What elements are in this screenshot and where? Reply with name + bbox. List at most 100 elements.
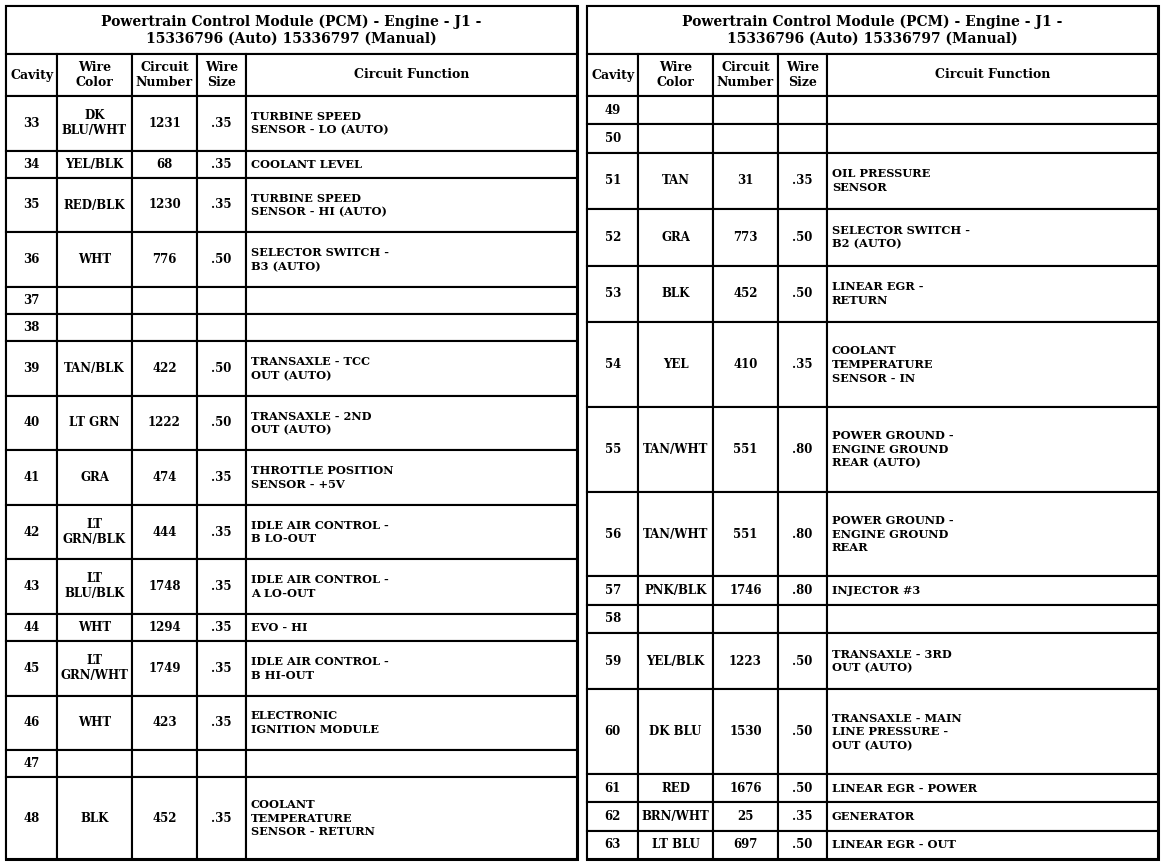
Bar <box>197 342 246 396</box>
Text: .35: .35 <box>212 621 232 634</box>
Text: .80: .80 <box>793 584 812 597</box>
Bar <box>246 151 577 177</box>
Text: 48: 48 <box>23 811 40 824</box>
Bar <box>638 266 712 322</box>
Bar <box>246 396 577 451</box>
Text: 33: 33 <box>23 117 40 130</box>
Text: 52: 52 <box>604 231 620 244</box>
Bar <box>587 689 638 774</box>
Text: Powertrain Control Module (PCM) - Engine - J1 -
15336796 (Auto) 15336797 (Manual: Powertrain Control Module (PCM) - Engine… <box>682 15 1063 45</box>
Text: 444: 444 <box>152 526 177 539</box>
Text: COOLANT
TEMPERATURE
SENSOR - IN: COOLANT TEMPERATURE SENSOR - IN <box>832 345 934 384</box>
Bar <box>197 750 246 778</box>
Text: .50: .50 <box>793 726 812 739</box>
Text: 62: 62 <box>604 811 620 823</box>
Text: LINEAR EGR - OUT: LINEAR EGR - OUT <box>832 839 956 850</box>
Bar <box>246 54 577 96</box>
Bar <box>587 125 638 152</box>
Text: ELECTRONIC
IGNITION MODULE: ELECTRONIC IGNITION MODULE <box>250 710 378 735</box>
Bar <box>132 750 197 778</box>
Text: .80: .80 <box>793 443 812 456</box>
Bar <box>587 774 638 803</box>
Text: Cavity: Cavity <box>10 68 54 81</box>
Text: 44: 44 <box>23 621 40 634</box>
Bar <box>57 750 132 778</box>
Bar <box>132 314 197 342</box>
Bar <box>6 451 57 505</box>
Text: .50: .50 <box>212 417 232 430</box>
Bar <box>826 803 1158 830</box>
Text: OIL PRESSURE
SENSOR: OIL PRESSURE SENSOR <box>832 169 930 193</box>
Text: TURBINE SPEED
SENSOR - HI (AUTO): TURBINE SPEED SENSOR - HI (AUTO) <box>250 193 386 217</box>
Bar <box>132 505 197 560</box>
Text: Circuit Function: Circuit Function <box>935 68 1050 81</box>
Bar <box>197 614 246 641</box>
Bar <box>197 177 246 232</box>
Bar <box>826 152 1158 209</box>
Text: .80: .80 <box>793 528 812 541</box>
Bar <box>826 266 1158 322</box>
Bar <box>6 342 57 396</box>
Text: WHT: WHT <box>78 253 111 266</box>
Bar <box>197 778 246 859</box>
Text: DK BLU: DK BLU <box>650 726 702 739</box>
Bar <box>57 695 132 750</box>
Bar <box>57 96 132 151</box>
Bar <box>638 491 712 576</box>
Bar <box>6 641 57 695</box>
Bar <box>587 633 638 689</box>
Bar <box>132 232 197 287</box>
Text: Wire
Color: Wire Color <box>656 61 695 89</box>
Bar <box>779 491 826 576</box>
Text: TAN/WHT: TAN/WHT <box>643 528 708 541</box>
Bar <box>57 342 132 396</box>
Text: 36: 36 <box>23 253 40 266</box>
Bar <box>197 505 246 560</box>
Bar <box>197 695 246 750</box>
Bar <box>6 151 57 177</box>
Bar <box>57 614 132 641</box>
Bar <box>132 287 197 314</box>
Bar <box>712 152 779 209</box>
Text: WHT: WHT <box>78 716 111 729</box>
Text: 47: 47 <box>23 757 40 770</box>
Text: BLK: BLK <box>661 287 690 300</box>
Bar <box>826 774 1158 803</box>
Bar <box>246 342 577 396</box>
Text: 551: 551 <box>733 528 758 541</box>
Bar <box>57 177 132 232</box>
Bar <box>638 605 712 633</box>
Text: 51: 51 <box>604 174 620 188</box>
Bar <box>6 287 57 314</box>
Bar <box>132 151 197 177</box>
Bar <box>197 287 246 314</box>
Bar <box>587 576 638 605</box>
Text: 50: 50 <box>604 131 620 145</box>
Text: 1223: 1223 <box>729 655 762 668</box>
Bar <box>246 232 577 287</box>
Bar <box>826 407 1158 491</box>
Bar <box>638 152 712 209</box>
Text: LT
GRN/WHT: LT GRN/WHT <box>61 654 128 682</box>
Bar <box>638 830 712 859</box>
Bar <box>779 96 826 125</box>
Bar <box>587 605 638 633</box>
Text: 40: 40 <box>23 417 40 430</box>
Bar <box>57 778 132 859</box>
Text: WHT: WHT <box>78 621 111 634</box>
Text: POWER GROUND -
ENGINE GROUND
REAR: POWER GROUND - ENGINE GROUND REAR <box>832 515 953 554</box>
Bar <box>826 689 1158 774</box>
Bar <box>587 209 638 266</box>
Bar <box>197 54 246 96</box>
Bar <box>6 750 57 778</box>
Bar <box>712 209 779 266</box>
Bar <box>6 314 57 342</box>
Bar <box>6 695 57 750</box>
Bar <box>57 314 132 342</box>
Text: PNK/BLK: PNK/BLK <box>645 584 707 597</box>
Bar <box>587 830 638 859</box>
Bar <box>826 54 1158 96</box>
Bar <box>638 96 712 125</box>
Text: 37: 37 <box>23 294 40 307</box>
Bar <box>779 633 826 689</box>
